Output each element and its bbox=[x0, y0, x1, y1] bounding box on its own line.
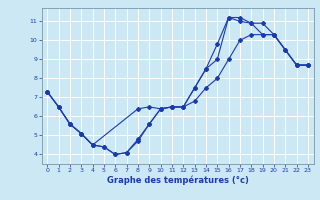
X-axis label: Graphe des températures (°c): Graphe des températures (°c) bbox=[107, 176, 249, 185]
